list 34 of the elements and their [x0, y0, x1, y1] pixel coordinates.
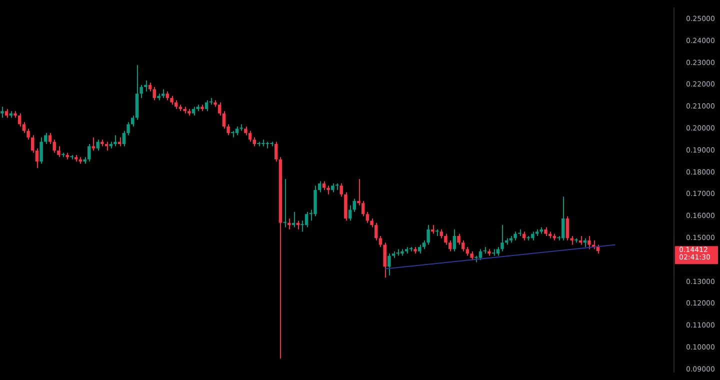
candlestick [152, 86, 156, 101]
candlestick [478, 248, 482, 261]
candlestick [444, 233, 448, 246]
candlestick [383, 242, 386, 278]
candlestick [348, 204, 352, 222]
candlestick [40, 136, 43, 164]
candlestick [318, 180, 322, 193]
candlestick [366, 211, 370, 224]
candlestick [114, 134, 117, 147]
candlestick [561, 196, 565, 241]
candlestick [304, 211, 308, 228]
candlestick [248, 130, 252, 142]
candlestick [57, 146, 60, 158]
candlestick [204, 100, 208, 112]
candlestick [144, 80, 148, 92]
candlestick [500, 224, 504, 252]
candlestick [288, 218, 291, 230]
candlestick [452, 228, 456, 252]
candlestick [374, 222, 378, 241]
candlestick [588, 236, 591, 250]
candlestick [92, 136, 96, 152]
candlestick [44, 132, 48, 145]
candlestick [340, 182, 343, 198]
candlestick [457, 233, 460, 246]
candlestick [426, 224, 430, 246]
candlestick [378, 236, 382, 248]
candlestick [274, 141, 278, 162]
candlestick [18, 112, 22, 127]
candlestick [283, 178, 286, 228]
candlestick [96, 139, 100, 152]
candlestick [88, 144, 91, 162]
candlestick [0, 106, 4, 118]
candlestick [566, 216, 570, 241]
candlestick [388, 253, 391, 276]
